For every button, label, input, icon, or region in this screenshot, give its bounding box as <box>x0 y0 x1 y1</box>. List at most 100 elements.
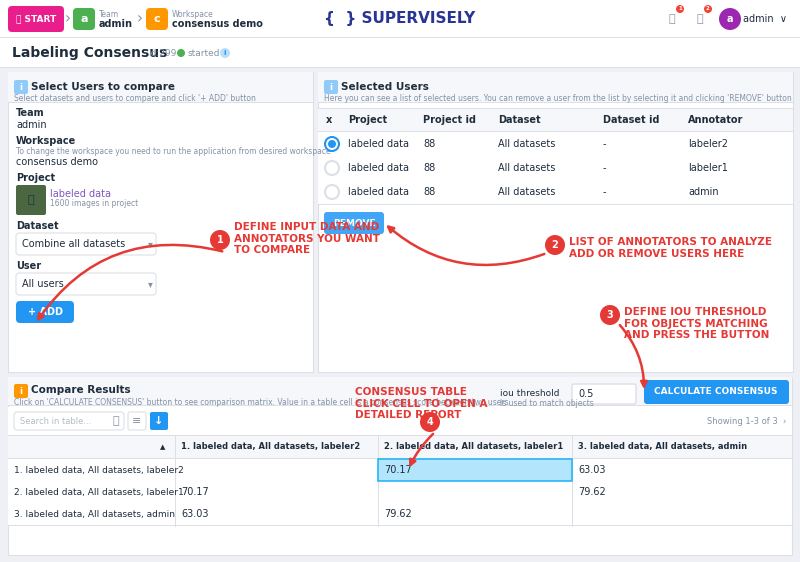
Text: ›: › <box>137 11 143 26</box>
FancyBboxPatch shape <box>324 80 338 94</box>
Text: Here you can see a list of selected users. You can remove a user from the list b: Here you can see a list of selected user… <box>324 94 792 103</box>
Bar <box>318 131 793 132</box>
Bar <box>0 37 800 38</box>
Text: REMOVE: REMOVE <box>333 219 375 228</box>
FancyBboxPatch shape <box>16 273 156 295</box>
Bar <box>175 436 176 527</box>
Text: a: a <box>726 14 734 24</box>
Text: Search in table...: Search in table... <box>20 416 91 425</box>
Text: i: i <box>330 83 333 92</box>
Bar <box>318 180 793 181</box>
Text: All users: All users <box>22 279 64 289</box>
Text: 63.03: 63.03 <box>181 509 209 519</box>
Text: -: - <box>603 139 606 149</box>
Text: consensus demo: consensus demo <box>172 19 263 29</box>
Text: 79.62: 79.62 <box>384 509 412 519</box>
Bar <box>318 108 793 109</box>
Bar <box>8 503 792 525</box>
FancyBboxPatch shape <box>16 233 156 255</box>
Text: admin: admin <box>99 19 133 29</box>
Text: 1. labeled data, All datasets, labeler2: 1. labeled data, All datasets, labeler2 <box>14 465 184 474</box>
Text: 3: 3 <box>606 310 614 320</box>
Text: 2: 2 <box>552 240 558 250</box>
Circle shape <box>325 185 339 199</box>
Text: Project: Project <box>16 173 55 183</box>
Text: Showing 1-3 of 3  ›: Showing 1-3 of 3 › <box>706 416 786 425</box>
FancyBboxPatch shape <box>146 8 168 30</box>
Text: 63.03: 63.03 <box>578 465 606 475</box>
Text: All datasets: All datasets <box>498 139 555 149</box>
Bar <box>8 481 792 482</box>
Bar <box>8 407 792 435</box>
Text: 🌲: 🌲 <box>28 195 34 205</box>
Bar <box>318 156 793 180</box>
Bar <box>318 109 793 131</box>
Text: Is used to match objects: Is used to match objects <box>500 399 594 408</box>
Text: i: i <box>19 387 22 396</box>
Text: DEFINE INPUT DATA AND
ANNOTATORS YOU WANT
TO COMPARE: DEFINE INPUT DATA AND ANNOTATORS YOU WAN… <box>234 222 380 255</box>
Text: 1: 1 <box>217 235 223 245</box>
Bar <box>8 481 792 503</box>
Bar <box>572 436 573 527</box>
Circle shape <box>600 305 620 325</box>
Text: 88: 88 <box>423 139 435 149</box>
Bar <box>8 525 792 526</box>
Bar <box>318 102 793 103</box>
Text: ▲: ▲ <box>160 444 165 450</box>
Text: 1: 1 <box>678 7 682 11</box>
Text: i: i <box>224 50 226 56</box>
Bar <box>318 204 793 205</box>
Text: ›: › <box>65 11 71 26</box>
Bar <box>318 72 793 372</box>
Bar <box>8 72 313 372</box>
Circle shape <box>719 8 741 30</box>
Text: 3. labeled data, All datasets, admin: 3. labeled data, All datasets, admin <box>578 442 747 451</box>
Bar <box>8 377 792 555</box>
Circle shape <box>704 5 712 13</box>
Text: Workspace: Workspace <box>16 136 76 146</box>
Bar <box>8 102 313 103</box>
Text: Workspace: Workspace <box>172 10 214 19</box>
Text: labeled data: labeled data <box>348 139 409 149</box>
Bar <box>8 503 792 504</box>
Text: Dataset id: Dataset id <box>603 115 659 125</box>
Circle shape <box>676 5 684 13</box>
Text: Compare Results: Compare Results <box>31 385 130 395</box>
Circle shape <box>545 235 565 255</box>
FancyBboxPatch shape <box>150 412 168 430</box>
Text: User: User <box>16 261 41 271</box>
Text: 🔑: 🔑 <box>669 14 675 24</box>
Text: Project: Project <box>348 115 387 125</box>
Text: Selected Users: Selected Users <box>341 82 429 92</box>
FancyBboxPatch shape <box>16 301 74 323</box>
Bar <box>378 459 572 481</box>
Text: 88: 88 <box>423 187 435 197</box>
Text: ⌕: ⌕ <box>113 416 119 426</box>
Text: Combine all datasets: Combine all datasets <box>22 239 126 249</box>
Text: -: - <box>603 163 606 173</box>
Text: Dataset: Dataset <box>16 221 58 231</box>
Text: ↓: ↓ <box>154 416 164 426</box>
Text: c: c <box>154 14 160 24</box>
Bar <box>8 436 792 458</box>
Text: labeled data: labeled data <box>348 187 409 197</box>
Text: id:299: id:299 <box>148 48 176 57</box>
Bar <box>318 156 793 157</box>
Bar <box>0 38 800 68</box>
Text: admin  ∨: admin ∨ <box>743 14 787 24</box>
Bar <box>8 72 313 102</box>
Text: Team: Team <box>99 10 119 19</box>
FancyBboxPatch shape <box>128 412 146 430</box>
Text: labeled data: labeled data <box>348 163 409 173</box>
Bar <box>8 405 792 406</box>
Text: 4: 4 <box>426 417 434 427</box>
Text: 2. labeled data, All datasets, labeler1: 2. labeled data, All datasets, labeler1 <box>14 487 184 496</box>
FancyBboxPatch shape <box>16 185 46 215</box>
FancyBboxPatch shape <box>14 80 28 94</box>
Circle shape <box>325 161 339 175</box>
Text: All datasets: All datasets <box>498 163 555 173</box>
Text: 1600 images in project: 1600 images in project <box>50 199 138 208</box>
Text: 70.17: 70.17 <box>181 487 209 497</box>
Circle shape <box>328 140 336 148</box>
Text: {  } SUPERVISELY: { } SUPERVISELY <box>324 11 476 26</box>
